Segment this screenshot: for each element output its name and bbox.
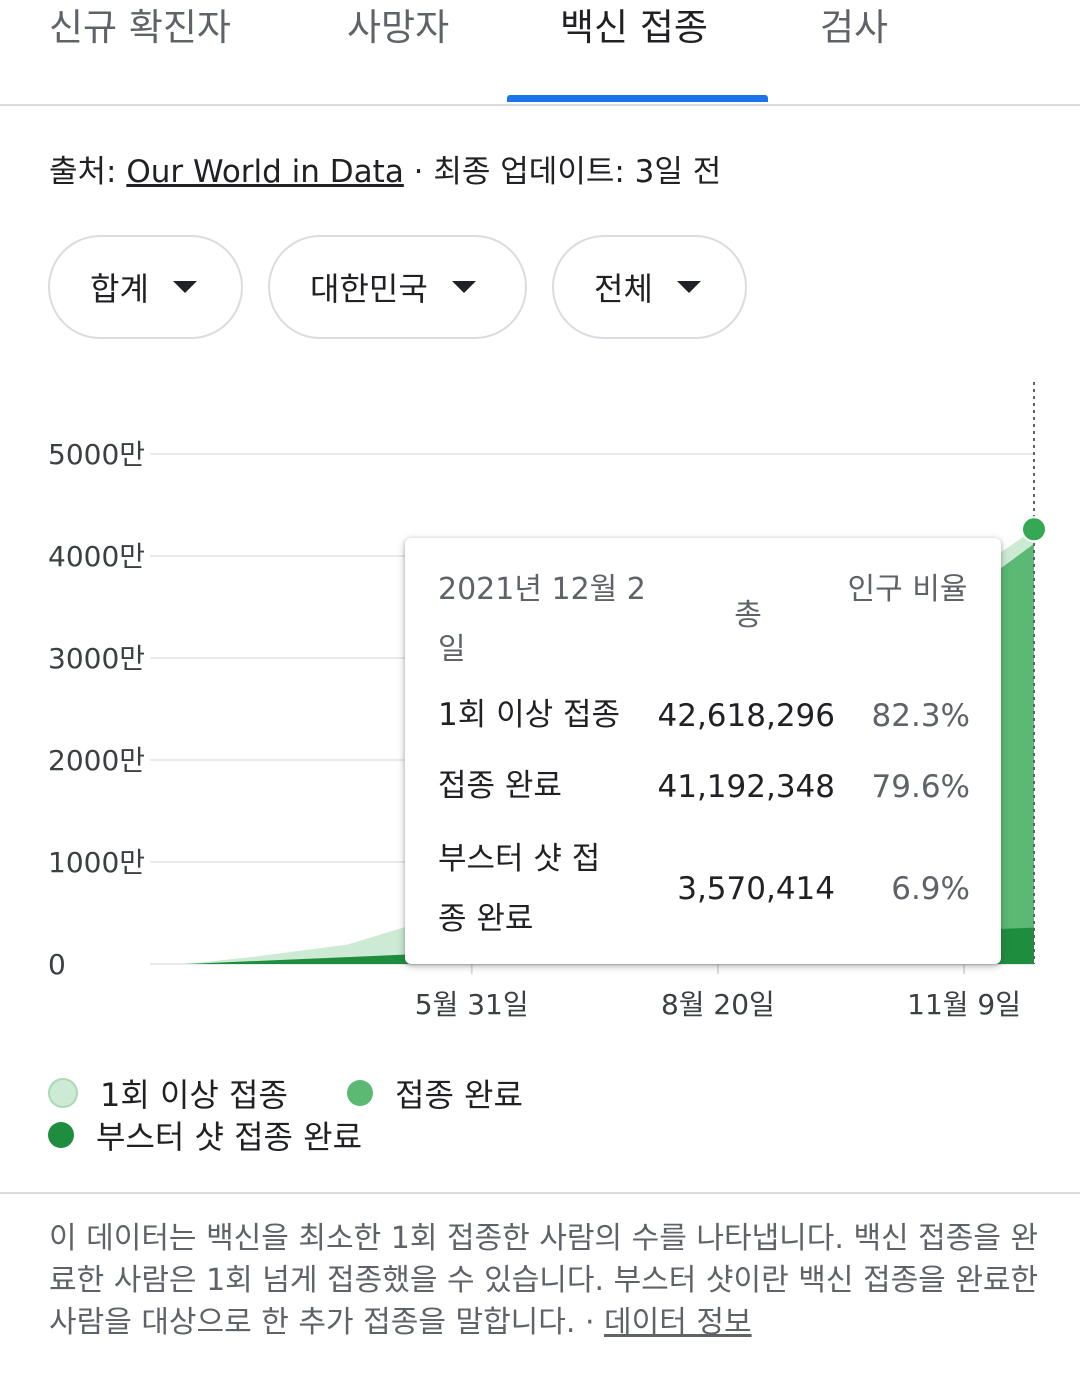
tooltip-row-percent: 79.6%: [871, 769, 970, 805]
tab-bar: 신규 확진자 사망자 백신 접종 검사: [0, 0, 1080, 106]
legend-item-fully-vaccinated: 접종 완료: [347, 1070, 523, 1116]
y-tick-label: 4000만: [48, 540, 145, 573]
tooltip-total-header: 총: [734, 598, 762, 633]
active-tab-indicator: [507, 95, 768, 102]
x-tick-label: 11월 9일: [907, 988, 1021, 1021]
source-line: 출처: Our World in Data · 최종 업데이트: 3일 전: [49, 146, 721, 191]
x-tick-label: 5월 31일: [415, 988, 529, 1021]
total-dropdown[interactable]: 합계: [48, 235, 243, 339]
country-dropdown-label: 대한민국: [310, 270, 428, 308]
total-dropdown-label: 합계: [90, 270, 149, 308]
legend-label: 1회 이상 접종: [100, 1076, 288, 1114]
tab-new-cases[interactable]: 신규 확진자: [49, 6, 231, 49]
tooltip-row-total: 3,570,414: [677, 871, 835, 907]
tooltip-row-percent: 6.9%: [891, 871, 970, 907]
y-tick-label: 3000만: [48, 642, 145, 675]
tooltip-row-total: 42,618,296: [657, 698, 836, 734]
tooltip-row-total: 41,192,348: [657, 769, 836, 805]
chevron-down-icon: [451, 281, 476, 293]
source-prefix: 출처:: [49, 154, 127, 190]
legend-item-booster: 부스터 샷 접종 완료: [48, 1112, 362, 1158]
tab-deaths[interactable]: 사망자: [347, 6, 450, 49]
data-info-link[interactable]: 데이터 정보: [604, 1305, 752, 1340]
data-note: 이 데이터는 백신을 최소한 1회 접종한 사람의 수를 나타냅니다. 백신 접…: [49, 1218, 1039, 1344]
tooltip-row-percent: 82.3%: [871, 698, 970, 734]
source-link[interactable]: Our World in Data: [126, 154, 404, 190]
y-axis: 0 1000만 2000만 3000만 4000만 5000만: [48, 438, 145, 981]
chart-cursor: [1021, 382, 1047, 964]
dark-green-dot-icon: [48, 1122, 74, 1148]
green-dot-icon: [347, 1080, 373, 1106]
x-tick-label: 8월 20일: [661, 988, 775, 1021]
tab-vaccinations[interactable]: 백신 접종: [560, 6, 708, 49]
chevron-down-icon: [172, 281, 197, 293]
chevron-down-icon: [676, 281, 701, 293]
y-tick-label: 0: [48, 948, 66, 981]
divider: [0, 1192, 1080, 1194]
country-dropdown[interactable]: 대한민국: [268, 235, 527, 339]
legend-label: 접종 완료: [395, 1076, 523, 1114]
tooltip-row-label: 접종 완료: [438, 768, 562, 804]
y-tick-label: 2000만: [48, 744, 145, 777]
tooltip-percent-header: 인구 비율: [847, 572, 968, 607]
y-tick-label: 5000만: [48, 438, 145, 471]
y-tick-label: 1000만: [48, 846, 145, 879]
legend-item-one-dose: 1회 이상 접종: [48, 1070, 288, 1116]
tooltip-row-label: 1회 이상 접종: [438, 697, 621, 733]
legend-label: 부스터 샷 접종 완료: [96, 1118, 363, 1156]
data-note-text: 이 데이터는 백신을 최소한 1회 접종한 사람의 수를 나타냅니다. 백신 접…: [49, 1221, 1039, 1340]
hover-point: [1021, 516, 1047, 543]
dose-dropdown[interactable]: 전체: [552, 235, 747, 339]
dose-dropdown-label: 전체: [594, 270, 653, 308]
x-axis: 5월 31일 8월 20일 11월 9일: [415, 964, 1021, 1021]
chart-tooltip: 2021년 12월 2일 총 인구 비율 1회 이상 접종 42,618,296…: [405, 538, 1001, 964]
tab-tests[interactable]: 검사: [820, 6, 889, 49]
tooltip-row-label: 부스터 샷 접종 완료: [438, 841, 601, 937]
light-green-dot-icon: [48, 1078, 78, 1108]
update-info: · 최종 업데이트: 3일 전: [403, 154, 722, 190]
tooltip-date: 2021년 12월 2일: [438, 572, 646, 667]
